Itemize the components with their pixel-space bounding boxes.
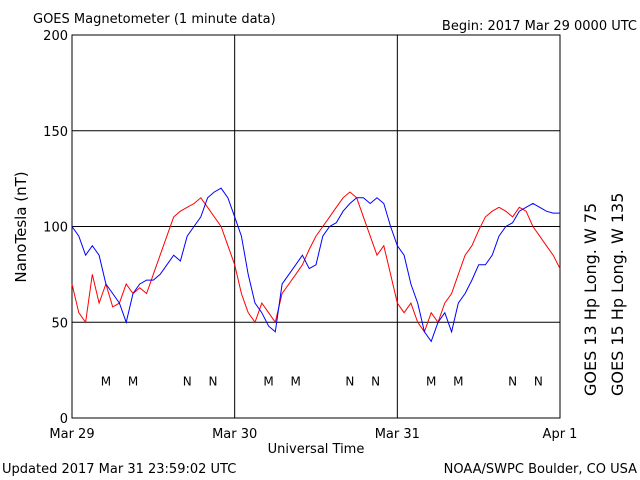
annotation: M — [453, 374, 463, 388]
chart-subtitle: Begin: 2017 Mar 29 0000 UTC — [442, 19, 637, 34]
y-tick-label: 200 — [43, 29, 68, 44]
annotation: M — [101, 374, 111, 388]
footer-left: Updated 2017 Mar 31 23:59:02 UTC — [2, 462, 236, 477]
x-tick-label: Apr 1 — [543, 427, 578, 442]
x-axis-label: Universal Time — [268, 442, 365, 457]
annotation: M — [263, 374, 273, 388]
data-line — [71, 187, 560, 343]
data-line — [71, 191, 561, 333]
annotation: N — [534, 374, 543, 388]
x-tick-label: Mar 31 — [375, 427, 420, 442]
annotation: N — [208, 374, 217, 388]
y-axis-label: NanoTesla (nT) — [12, 171, 30, 282]
x-tick-label: Mar 30 — [212, 427, 257, 442]
annotation: M — [128, 374, 138, 388]
legend-entry: GOES 15 Hp Long. W 135 — [608, 193, 627, 396]
y-tick-label: 150 — [43, 125, 68, 140]
legend-entry: GOES 13 Hp Long. W 75 — [581, 203, 600, 396]
y-tick-label: 50 — [51, 316, 68, 331]
annotation: N — [183, 374, 192, 388]
y-tick-label: 0 — [60, 412, 68, 427]
annotation: N — [371, 374, 380, 388]
footer-right: NOAA/SWPC Boulder, CO USA — [444, 462, 637, 477]
annotation: N — [508, 374, 517, 388]
annotation: M — [426, 374, 436, 388]
x-tick-label: Mar 29 — [49, 427, 94, 442]
annotation: N — [345, 374, 354, 388]
annotation: M — [290, 374, 300, 388]
chart-title: GOES Magnetometer (1 minute data) — [33, 12, 276, 27]
y-tick-label: 100 — [43, 221, 68, 236]
